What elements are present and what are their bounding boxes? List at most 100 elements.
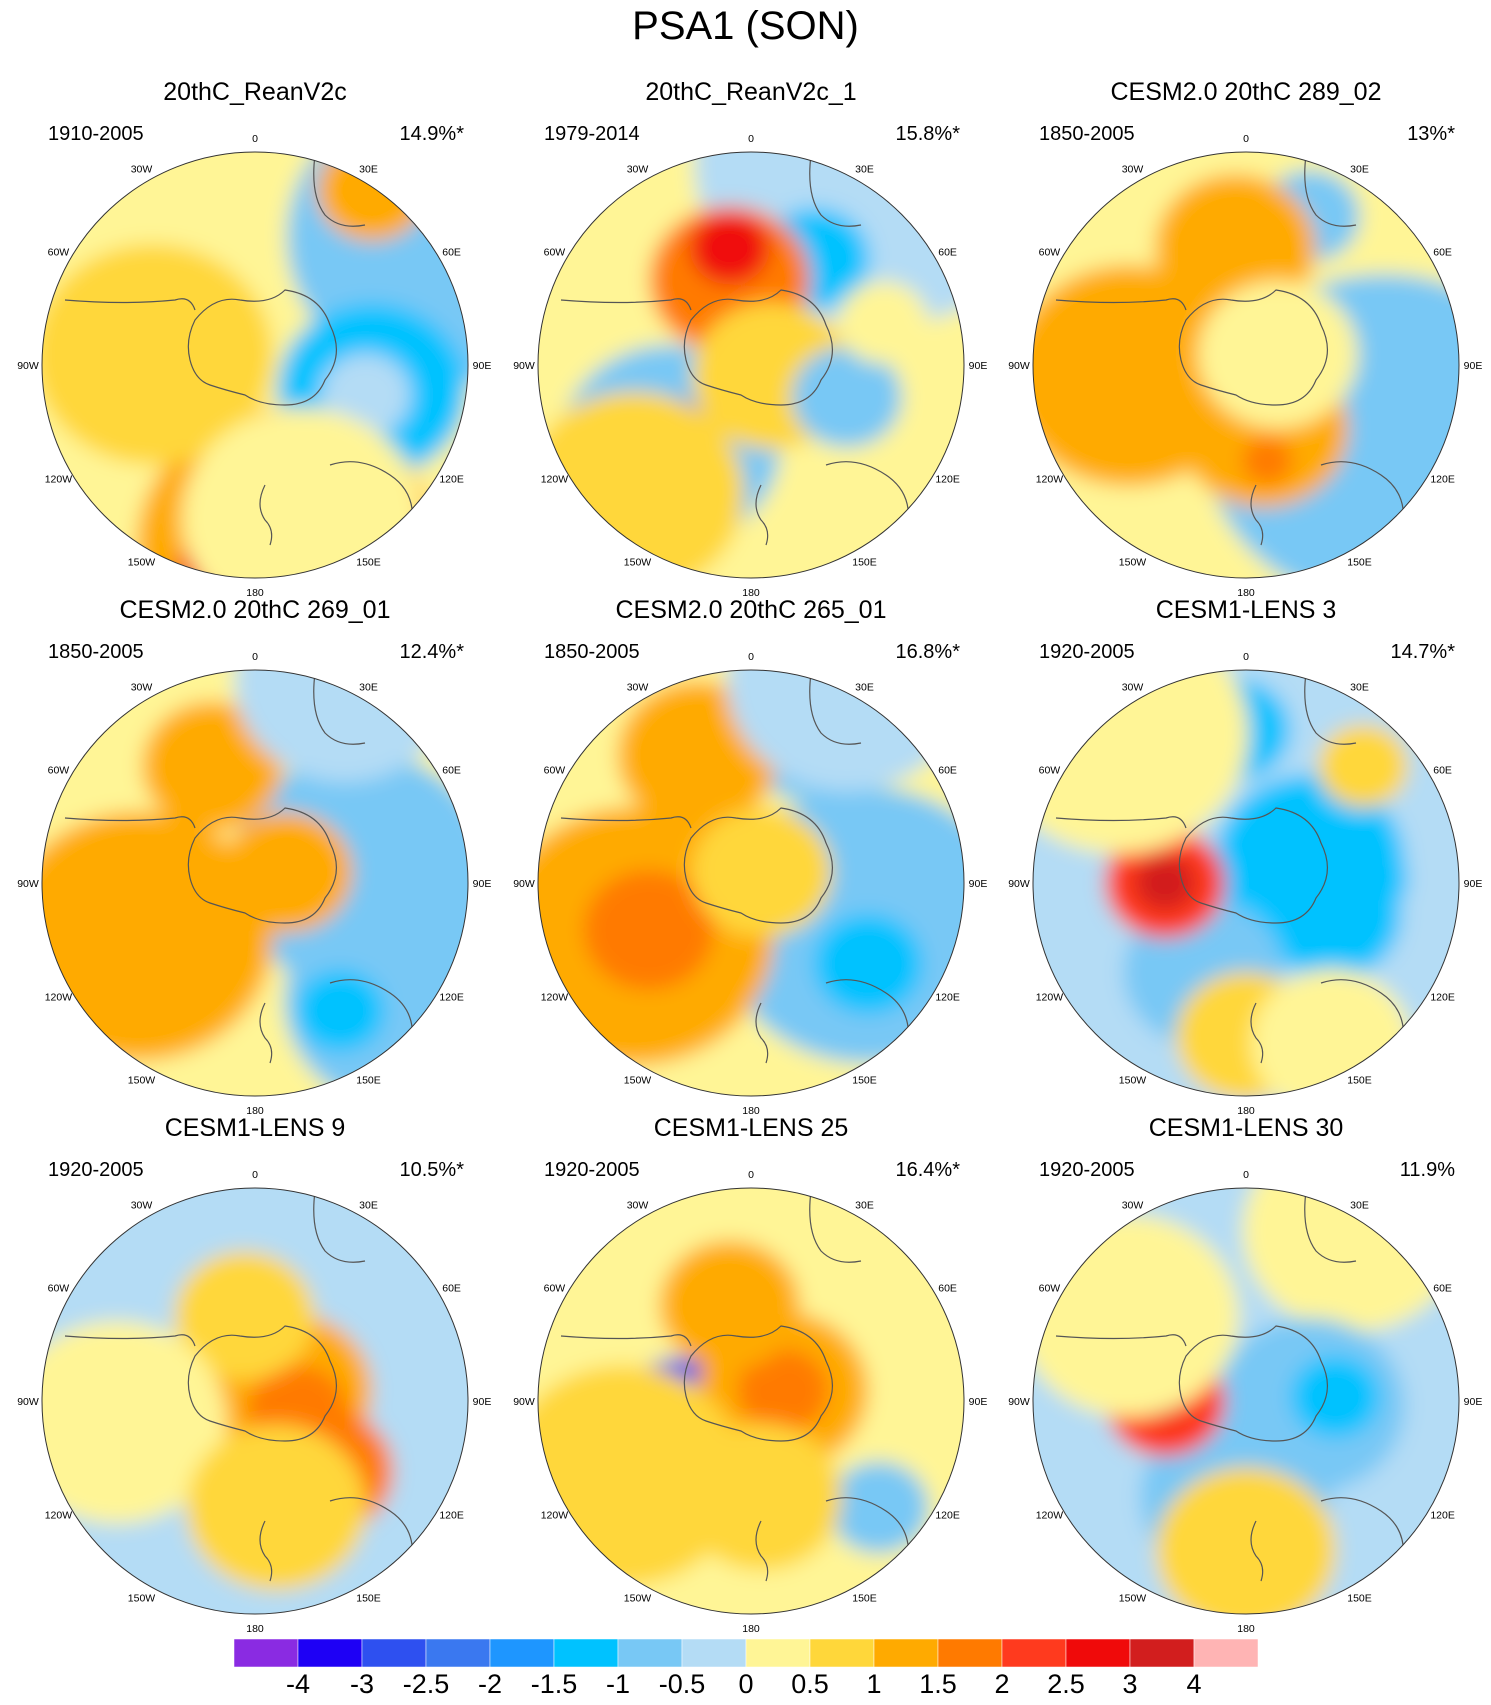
coastline (1055, 672, 1405, 1064)
longitude-label: 30E (855, 681, 874, 693)
panel-title: CESM1-LENS 25 (653, 1114, 849, 1142)
longitude-label: 0 (1243, 651, 1249, 663)
longitude-label: 180 (1237, 1623, 1255, 1635)
panel-title: CESM2.0 20thC 265_01 (615, 596, 887, 624)
map-boundary (537, 1187, 965, 1615)
anomaly-contour (681, 1423, 842, 1571)
longitude-label: 120W (1036, 474, 1064, 486)
map-panel: CESM1-LENS 30 1920-2005 11.9% 0 30E 60E 90E 120… (1008, 1114, 1483, 1635)
anomaly-contour (838, 281, 929, 364)
panel-variance: 16.4%* (895, 1159, 961, 1181)
longitude-label: 180 (1237, 587, 1255, 599)
longitude-label: 60W (48, 765, 70, 777)
colorbar-swatch (425, 1638, 491, 1668)
colorbar-tick-label: 1 (866, 1669, 882, 1699)
panel-title: CESM1-LENS 3 (1155, 596, 1337, 624)
longitude-label: 90W (1008, 360, 1030, 372)
longitude-label: 90W (17, 360, 39, 372)
longitude-label: 90E (473, 878, 492, 890)
longitude-label: 90E (1464, 1396, 1483, 1408)
longitude-label: 30E (855, 163, 874, 175)
longitude-label: 30W (627, 681, 649, 693)
longitude-label: 150W (1119, 1593, 1147, 1605)
coastline (64, 154, 414, 546)
anomaly-contour (186, 1424, 367, 1591)
longitude-label: 120E (935, 1510, 960, 1522)
longitude-label: 150E (356, 1593, 381, 1605)
longitude-label: 30W (1122, 163, 1144, 175)
longitude-label: 120W (45, 474, 73, 486)
anomaly-contour (142, 701, 283, 831)
longitude-label: 150W (128, 1075, 156, 1087)
longitude-label: 150W (624, 1593, 652, 1605)
panel-title: CESM2.0 20thC 269_01 (119, 596, 391, 624)
panel-period: 1920-2005 (1039, 641, 1135, 663)
colorbar-tick-label: 2 (994, 1669, 1010, 1699)
longitude-label: 90E (473, 360, 492, 372)
longitude-label: 30E (359, 1199, 378, 1211)
colorbar-swatch (1001, 1638, 1067, 1668)
longitude-label: 60E (442, 765, 461, 777)
anomaly-contour (691, 807, 832, 937)
longitude-label: 90W (513, 878, 535, 890)
longitude-label: 180 (246, 1105, 264, 1117)
longitude-label: 150E (1347, 1593, 1372, 1605)
longitude-label: 120E (439, 474, 464, 486)
map-boundary (1032, 669, 1460, 1097)
panel-variance: 16.8%* (895, 641, 961, 663)
longitude-label: 30W (131, 163, 153, 175)
colorbar-tick-label: -2.5 (402, 1669, 450, 1699)
colorbar-tick-label: -0.5 (658, 1669, 706, 1699)
anomaly-contour (813, 913, 924, 1015)
map-boundary (537, 151, 965, 579)
map-boundary (41, 151, 469, 579)
anomaly-contour (1197, 280, 1358, 428)
longitude-label: 150W (128, 1593, 156, 1605)
longitude-label: 90W (17, 878, 39, 890)
longitude-label: 150E (852, 557, 877, 569)
polar-map: 0 30E 60E 90E 120E 150E 180 150W 120W 90W 60W 30W (513, 133, 987, 599)
map-panel: CESM2.0 20thC 269_01 1850-2005 12.4%* 0 30E 6… (17, 596, 492, 1117)
longitude-label: 120W (45, 992, 73, 1004)
colorbar-tick-label: -1 (605, 1669, 631, 1699)
panel-period: 1850-2005 (48, 641, 144, 663)
panel-title: 20thC_ReanV2c_1 (645, 78, 857, 106)
longitude-label: 120W (541, 474, 569, 486)
coastline (1055, 1190, 1405, 1582)
polar-map: 0 30E 60E 90E 120E 150E 180 150W 120W 90W 60W 30W (17, 133, 492, 599)
longitude-label: 180 (246, 587, 264, 599)
panel-variance: 10.5%* (399, 1159, 465, 1181)
coastline (64, 1190, 414, 1582)
longitude-label: 30W (627, 163, 649, 175)
colorbar-tick-label: 3 (1122, 1669, 1138, 1699)
longitude-label: 0 (748, 133, 754, 145)
longitude-label: 90E (1464, 360, 1483, 372)
colorbar-swatch (681, 1638, 747, 1668)
longitude-label: 60E (442, 247, 461, 259)
longitude-label: 150E (1347, 1075, 1372, 1087)
colorbar-swatch (489, 1638, 555, 1668)
longitude-label: 120E (1430, 474, 1455, 486)
colorbar-tick-label: -2 (477, 1669, 503, 1699)
longitude-label: 180 (742, 587, 760, 599)
longitude-label: 120W (541, 992, 569, 1004)
anomaly-contour (295, 969, 386, 1053)
panel-title: 20thC_ReanV2c (163, 78, 347, 106)
longitude-label: 60E (442, 1283, 461, 1295)
panel-variance: 14.9%* (399, 123, 465, 145)
anomaly-contour (42, 243, 273, 465)
longitude-label: 30E (855, 1199, 874, 1211)
longitude-label: 30E (1350, 1199, 1369, 1211)
anomaly-contour (1318, 837, 1409, 921)
panel-variance: 11.9% (1399, 1159, 1455, 1181)
longitude-label: 120E (935, 474, 960, 486)
polar-map: 0 30E 60E 90E 120E 150E 180 150W 120W 90W 60W 30W (17, 651, 492, 1117)
anomaly-contour (1290, 1355, 1381, 1439)
longitude-label: 90W (1008, 878, 1030, 890)
longitude-label: 60E (938, 765, 957, 777)
longitude-label: 120W (1036, 992, 1064, 1004)
anomaly-contour (689, 211, 770, 285)
longitude-label: 180 (246, 1623, 264, 1635)
longitude-label: 120E (1430, 992, 1455, 1004)
coastline (560, 672, 910, 1064)
